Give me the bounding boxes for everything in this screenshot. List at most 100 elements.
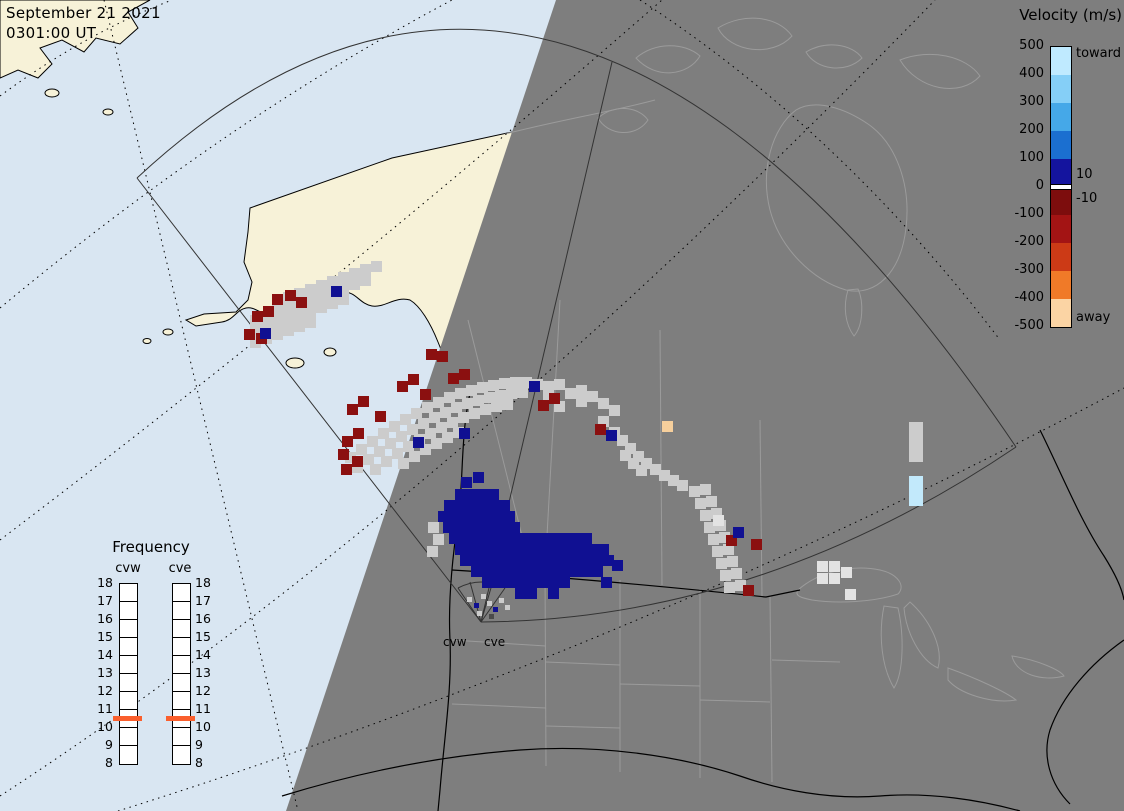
freq-tick-label-left: 18 bbox=[97, 575, 113, 590]
origin-specks-cell bbox=[505, 605, 510, 610]
band-gray-cell bbox=[352, 462, 363, 473]
freq-tick-label-right: 17 bbox=[195, 593, 211, 608]
freq-scale-tickline bbox=[120, 619, 137, 620]
band-gray-cell bbox=[385, 438, 396, 449]
freq-tick-label-right: 9 bbox=[195, 737, 203, 752]
chain-gray-cell bbox=[720, 570, 731, 581]
core-blue-cell bbox=[592, 566, 603, 577]
band-gray-cell bbox=[367, 436, 378, 447]
east-gray-cell bbox=[617, 435, 628, 446]
freq-scale-tickline bbox=[120, 709, 137, 710]
east-gray-cell bbox=[636, 465, 647, 476]
away-label: away bbox=[1076, 310, 1111, 325]
freq-tick-label-right: 8 bbox=[195, 755, 203, 770]
band-gray-cell bbox=[345, 452, 356, 463]
freq-scale-tickline bbox=[120, 727, 137, 728]
freq-scale-tickline bbox=[173, 655, 190, 656]
origin-specks-cell bbox=[499, 598, 504, 603]
velocity-tick-label: -200 bbox=[1014, 234, 1044, 249]
east-gray-cell bbox=[554, 379, 565, 390]
core-blue-cell bbox=[565, 544, 576, 555]
freq-scale-tickline bbox=[173, 601, 190, 602]
velocity-legend-title: Velocity (m/s) bbox=[1019, 6, 1122, 24]
east-gray-cell bbox=[650, 464, 661, 475]
alaska-red-cell bbox=[263, 306, 274, 317]
freq-tick-label-right: 11 bbox=[195, 701, 211, 716]
freq-tick-label-right: 12 bbox=[195, 683, 211, 698]
chain-gray-cell bbox=[711, 508, 722, 519]
band-gray-cell bbox=[374, 446, 385, 457]
chain-gray-cell bbox=[719, 532, 730, 543]
core-blue-cell bbox=[493, 555, 504, 566]
core-blue-cell bbox=[473, 472, 484, 483]
core-blue-cell bbox=[526, 533, 537, 544]
alaska-gray-cell bbox=[250, 326, 261, 337]
velocity-segment bbox=[1051, 299, 1071, 327]
velocity-segment bbox=[1051, 189, 1071, 215]
alaska-gray-cell bbox=[349, 279, 360, 290]
chain-gray-cell bbox=[712, 546, 723, 557]
chain-gray-cell bbox=[731, 568, 742, 579]
alaska-gray-cell bbox=[305, 317, 316, 328]
core-blue-cell bbox=[509, 522, 520, 533]
core-blue-cell bbox=[477, 544, 488, 555]
core-blue-cell bbox=[537, 566, 548, 577]
velocity-segment bbox=[1051, 131, 1071, 159]
alaska-gray-cell bbox=[338, 294, 349, 305]
freq-scale-cvw bbox=[119, 583, 138, 765]
east-red-cell bbox=[549, 393, 560, 404]
core-blue-cell bbox=[449, 511, 460, 522]
core-blue-cell bbox=[592, 555, 603, 566]
east-gray-cell bbox=[598, 416, 609, 427]
east-gray-cell bbox=[576, 396, 587, 407]
velocity-tick-label: 300 bbox=[1019, 94, 1044, 109]
radar-cells-layer bbox=[244, 261, 923, 619]
origin-specks-cell bbox=[477, 611, 482, 616]
band-gray-cell bbox=[502, 399, 513, 410]
core-gray-cell bbox=[428, 522, 439, 533]
core-blue-cell bbox=[603, 555, 614, 566]
core-blue-cell bbox=[570, 555, 581, 566]
band-gray-cell bbox=[495, 390, 506, 401]
velocity-tick-label: -300 bbox=[1014, 262, 1044, 277]
core-blue-cell bbox=[548, 533, 559, 544]
freq-tick-label-left: 9 bbox=[105, 737, 113, 752]
lakes-lightgray-cell bbox=[829, 573, 840, 584]
freq-marker bbox=[166, 716, 195, 721]
east-gray-cell bbox=[633, 451, 644, 462]
chain-gray-cell bbox=[700, 484, 711, 495]
band-gray-cell bbox=[356, 444, 367, 455]
freq-scale-tickline bbox=[120, 691, 137, 692]
east-bars-cell bbox=[909, 476, 923, 506]
core-blue-cell bbox=[504, 566, 515, 577]
core-blue-cell bbox=[526, 555, 537, 566]
alaska-red-cell bbox=[244, 329, 255, 340]
lakes-lightgray-cell bbox=[841, 567, 852, 578]
core-blue-cell bbox=[554, 544, 565, 555]
core-blue-cell bbox=[471, 555, 482, 566]
core-blue-cell bbox=[488, 489, 499, 500]
core-blue-cell bbox=[548, 555, 559, 566]
velocity-tick-label: 100 bbox=[1019, 150, 1044, 165]
freq-scale-tickline bbox=[120, 673, 137, 674]
alaska-blue-cell bbox=[260, 328, 271, 339]
east-gray-cell bbox=[625, 443, 636, 454]
gulf-coast bbox=[1046, 639, 1124, 805]
freq-tick-label-right: 15 bbox=[195, 629, 211, 644]
band-gray-cell bbox=[488, 380, 499, 391]
fov-left-edge bbox=[136, 177, 482, 623]
band-gray-cell bbox=[363, 454, 374, 465]
band-gray-cell bbox=[499, 378, 510, 389]
night-geography bbox=[451, 17, 1065, 783]
core-blue-cell bbox=[581, 555, 592, 566]
band-blue-cell bbox=[529, 381, 540, 392]
freq-scale-tickline bbox=[173, 727, 190, 728]
core-blue-cell bbox=[471, 511, 482, 522]
alaska-gray-cell bbox=[327, 298, 338, 309]
core-blue-cell bbox=[570, 566, 581, 577]
core-blue-cell bbox=[521, 544, 532, 555]
chain-gray-cell bbox=[723, 544, 734, 555]
band-red-cell bbox=[397, 381, 408, 392]
frequency-legend: Frequency cvw cve 18 18 17 17 16 16 15 15 14 14 13… bbox=[85, 538, 217, 790]
radar-site-label-cve: cve bbox=[484, 635, 506, 649]
